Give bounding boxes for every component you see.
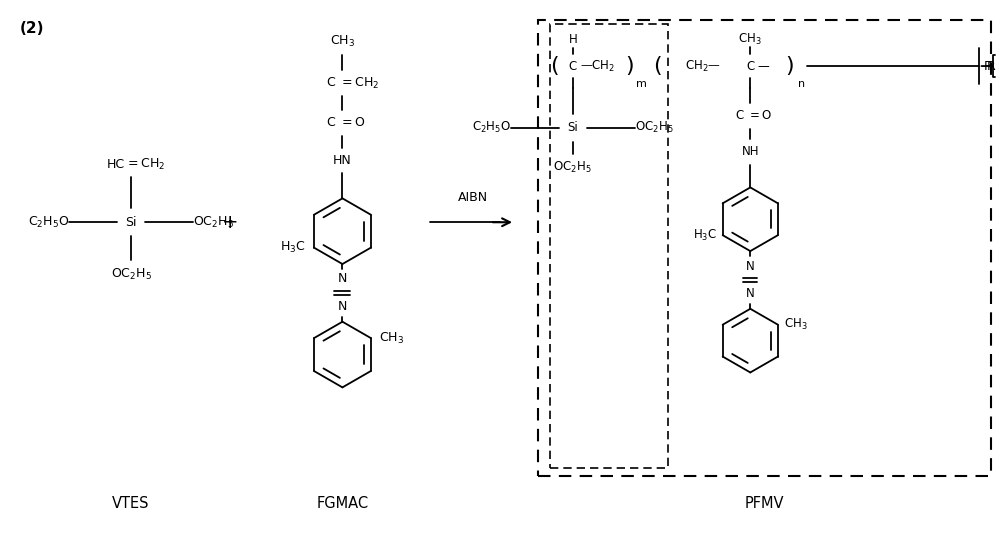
- Text: VTES: VTES: [112, 496, 150, 511]
- Text: N: N: [746, 287, 755, 300]
- Text: C$_2$H$_5$O: C$_2$H$_5$O: [28, 215, 69, 230]
- Text: OC$_2$H$_5$: OC$_2$H$_5$: [635, 120, 673, 135]
- Text: CH$_3$: CH$_3$: [784, 317, 808, 332]
- Text: CH$_3$: CH$_3$: [738, 32, 762, 47]
- Text: CH$_2$—: CH$_2$—: [685, 59, 721, 74]
- Text: Si: Si: [567, 121, 578, 134]
- Text: R: R: [987, 60, 995, 72]
- Bar: [538, 20, 991, 476]
- Text: $\mathregular{=CH_2}$: $\mathregular{=CH_2}$: [339, 75, 380, 91]
- Text: (: (: [551, 56, 559, 76]
- Text: PFMV: PFMV: [745, 496, 784, 511]
- Text: NH: NH: [742, 145, 759, 158]
- Text: OC$_2$H$_5$: OC$_2$H$_5$: [193, 215, 234, 230]
- Text: ): ): [785, 56, 794, 76]
- Text: N: N: [338, 300, 347, 313]
- Text: HC: HC: [107, 158, 125, 171]
- Text: CH$_3$: CH$_3$: [330, 34, 355, 49]
- Text: N: N: [338, 272, 347, 286]
- Text: —: —: [757, 60, 769, 72]
- Text: N: N: [746, 259, 755, 272]
- Text: $\mathregular{=O}$: $\mathregular{=O}$: [747, 110, 772, 122]
- Text: (2): (2): [19, 21, 44, 36]
- Text: AIBN: AIBN: [458, 191, 488, 204]
- Text: H$_3$C: H$_3$C: [280, 240, 306, 255]
- Text: OC$_2$H$_5$: OC$_2$H$_5$: [553, 160, 592, 175]
- Text: C: C: [327, 116, 335, 129]
- Text: FGMAC: FGMAC: [316, 496, 369, 511]
- Text: H$_3$C: H$_3$C: [693, 228, 717, 243]
- Bar: [550, 24, 668, 468]
- Text: C: C: [569, 60, 577, 72]
- Text: H: H: [568, 33, 577, 46]
- Text: $\mathregular{=CH_2}$: $\mathregular{=CH_2}$: [125, 157, 165, 172]
- Text: $+$: $+$: [221, 213, 237, 232]
- Text: C: C: [735, 110, 743, 122]
- Text: (: (: [653, 56, 662, 76]
- Text: C$_2$H$_5$O: C$_2$H$_5$O: [472, 120, 511, 135]
- Text: OC$_2$H$_5$: OC$_2$H$_5$: [111, 266, 152, 281]
- Text: —CH$_2$: —CH$_2$: [580, 59, 615, 74]
- Text: CH$_3$: CH$_3$: [379, 331, 404, 346]
- Text: n: n: [798, 79, 805, 89]
- Text: ): ): [625, 56, 634, 76]
- Text: $\mathregular{=O}$: $\mathregular{=O}$: [339, 116, 366, 129]
- Text: HN: HN: [333, 154, 352, 167]
- Text: m: m: [636, 79, 647, 89]
- Text: R: R: [984, 60, 992, 72]
- Text: C: C: [746, 60, 754, 72]
- Text: C: C: [327, 76, 335, 90]
- Text: Si: Si: [125, 216, 137, 229]
